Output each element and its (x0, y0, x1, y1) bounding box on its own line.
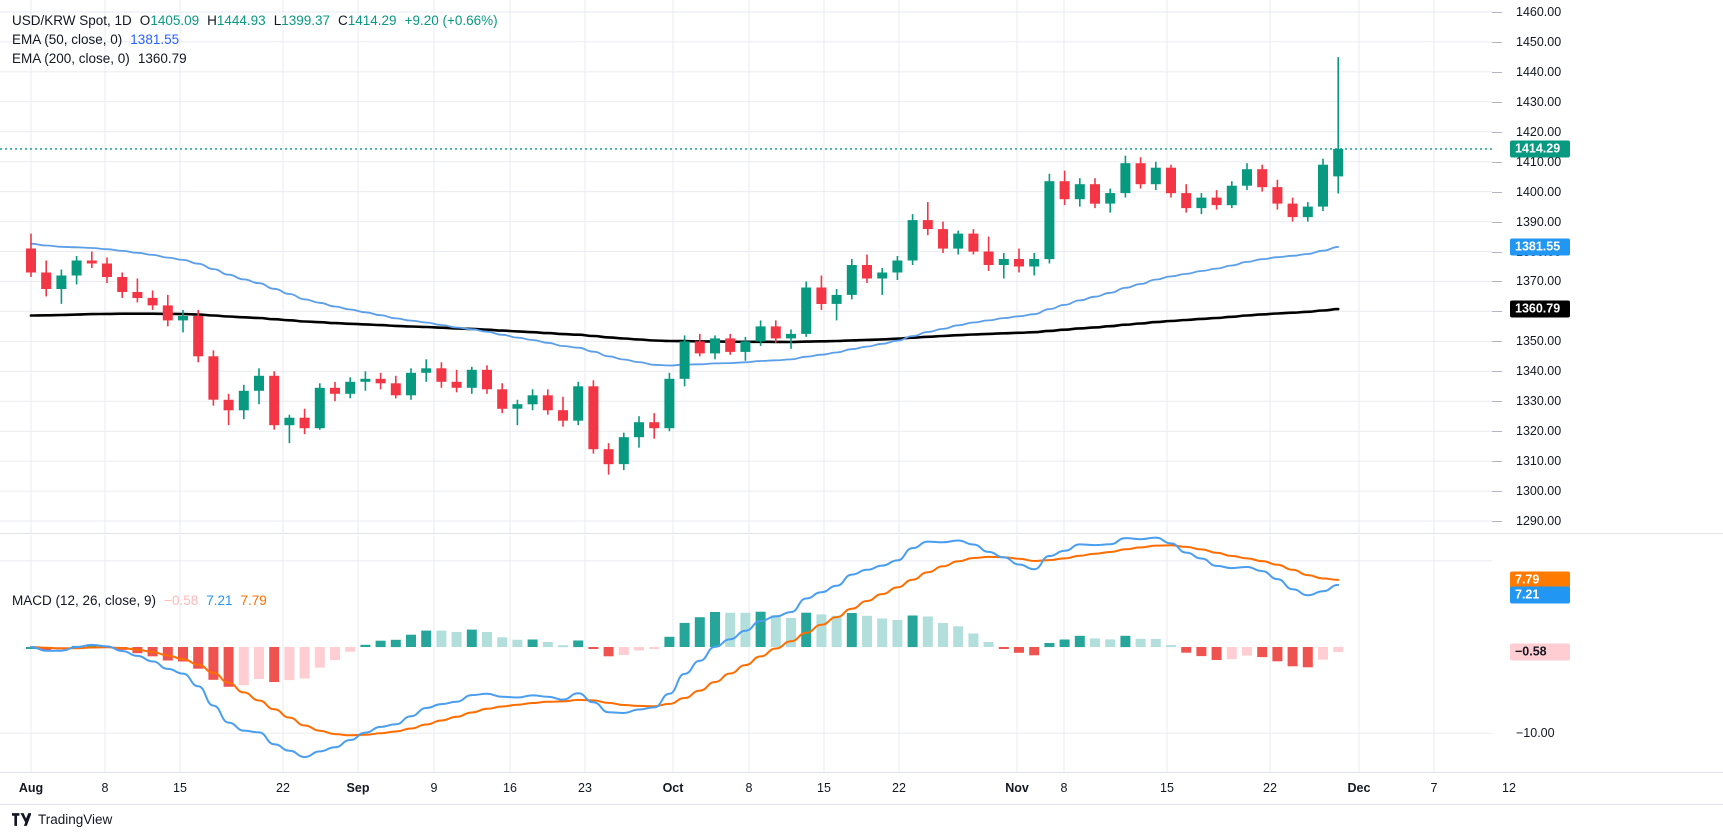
price-tick-mark (1492, 341, 1502, 343)
low-label: L (273, 13, 282, 28)
last-price-badge[interactable]: 1414.29 (1510, 140, 1570, 158)
price-tick-mark (1492, 371, 1502, 373)
price-tick-mark (1492, 401, 1502, 403)
close-value: 1414.29 (347, 13, 397, 28)
tradingview-logo[interactable]: TradingView (12, 812, 112, 827)
price-tick-label: 1310.00 (1516, 454, 1562, 469)
time-tick-label: 15 (817, 781, 831, 795)
macd-line-badge[interactable]: 7.21 (1510, 586, 1570, 604)
price-axis[interactable]: 1460.00 1450.00 1440.00 1430.00 1420.00 1410.… (1492, 0, 1723, 533)
price-tick-mark (1492, 191, 1502, 193)
open-label: O (139, 13, 151, 28)
time-tick-label: Oct (662, 781, 684, 795)
price-tick-mark (1492, 131, 1502, 133)
time-tick-label: Dec (1347, 781, 1371, 795)
chart-footer: TradingView (0, 804, 1723, 835)
low-value: 1399.37 (281, 13, 331, 28)
price-tick-mark (1492, 221, 1502, 223)
macd-signal-value: 7.79 (240, 593, 267, 608)
price-tick-mark (1492, 71, 1502, 73)
time-tick-label: 22 (892, 781, 906, 795)
macd-chart-svg (0, 535, 1492, 772)
macd-title: MACD (12, 26, close, 9) (12, 593, 157, 608)
pane-separator (0, 533, 1723, 534)
price-tick-label: 1340.00 (1516, 364, 1562, 379)
macd-axis[interactable]: −10.00 7.79 7.21 −0.58 (1492, 535, 1723, 772)
price-tick-label: 1330.00 (1516, 394, 1562, 409)
time-tick-label: Nov (1005, 781, 1029, 795)
time-tick-label: 16 (503, 781, 517, 795)
legend-row-ema50[interactable]: EMA (50, close, 0) 1381.55 (12, 30, 498, 49)
time-tick-label: 8 (101, 781, 109, 795)
macd-pane[interactable]: −10.00 7.79 7.21 −0.58 (0, 535, 1723, 772)
price-tick-mark (1492, 101, 1502, 103)
price-tick-label: 1450.00 (1516, 34, 1562, 49)
macd-plot-area[interactable] (0, 535, 1492, 772)
macd-signal-badge[interactable]: 7.79 (1510, 571, 1570, 589)
ema200-title: EMA (200, close, 0) (12, 51, 130, 66)
price-tick-label: 1440.00 (1516, 64, 1562, 79)
price-tick-label: 1320.00 (1516, 424, 1562, 439)
price-tick-mark (1492, 41, 1502, 43)
price-tick-mark (1492, 281, 1502, 283)
ema50-title: EMA (50, close, 0) (12, 32, 123, 47)
change-value: +9.20 (+0.66%) (404, 13, 498, 28)
ema200-price-badge[interactable]: 1360.79 (1510, 300, 1570, 318)
time-tick-label: 22 (276, 781, 290, 795)
price-chart-svg (0, 0, 1492, 533)
price-legend[interactable]: USD/KRW Spot, 1D O1405.09 H1444.93 L1399.37… (12, 11, 498, 68)
high-value: 1444.93 (216, 13, 266, 28)
price-pane[interactable]: 1460.00 1450.00 1440.00 1430.00 1420.00 1410.… (0, 0, 1723, 533)
price-tick-mark (1492, 461, 1502, 463)
price-tick-mark (1492, 491, 1502, 493)
price-tick-label: 1460.00 (1516, 4, 1562, 19)
time-tick-label: 8 (745, 781, 753, 795)
time-tick-label: 15 (173, 781, 187, 795)
price-tick-mark (1492, 251, 1502, 253)
macd-histogram-badge[interactable]: −0.58 (1510, 643, 1570, 661)
price-tick-mark (1492, 521, 1502, 523)
time-tick-label: 23 (578, 781, 592, 795)
price-tick-label: 1350.00 (1516, 334, 1562, 349)
time-tick-label: 12 (1502, 781, 1516, 795)
price-tick-mark (1492, 11, 1502, 13)
price-plot-area[interactable] (0, 0, 1492, 533)
time-tick-label: 15 (1160, 781, 1174, 795)
tradingview-logo-icon (12, 813, 31, 826)
price-tick-label: 1390.00 (1516, 214, 1562, 229)
price-tick-label: 1410.00 (1516, 154, 1562, 169)
macd-tick-label: −10.00 (1516, 726, 1555, 741)
price-tick-label: 1430.00 (1516, 94, 1562, 109)
tradingview-brand-text: TradingView (38, 812, 113, 827)
price-tick-label: 1420.00 (1516, 124, 1562, 139)
time-tick-label: 8 (1060, 781, 1068, 795)
price-tick-label: 1290.00 (1516, 514, 1562, 529)
time-axis[interactable]: Aug 8 15 22 Sep 9 16 23 Oct 8 15 22 Nov 8 15 22 Dec 7 12 (0, 772, 1723, 805)
ema200-value: 1360.79 (137, 51, 187, 66)
macd-line-value: 7.21 (206, 593, 233, 608)
price-tick-mark (1492, 311, 1502, 313)
time-tick-label: 9 (430, 781, 438, 795)
price-tick-mark (1492, 431, 1502, 433)
macd-histogram-value: −0.58 (164, 593, 199, 608)
price-tick-label: 1300.00 (1516, 484, 1562, 499)
time-tick-label: 7 (1430, 781, 1438, 795)
price-tick-label: 1400.00 (1516, 184, 1562, 199)
price-tick-mark (1492, 161, 1502, 163)
high-label: H (207, 13, 217, 28)
open-value: 1405.09 (150, 13, 200, 28)
legend-row-symbol[interactable]: USD/KRW Spot, 1D O1405.09 H1444.93 L1399.37… (12, 11, 498, 30)
macd-legend[interactable]: MACD (12, 26, close, 9) −0.58 7.21 7.79 (12, 591, 267, 610)
ema50-value: 1381.55 (130, 32, 180, 47)
legend-row-macd[interactable]: MACD (12, 26, close, 9) −0.58 7.21 7.79 (12, 591, 267, 610)
legend-row-ema200[interactable]: EMA (200, close, 0) 1360.79 (12, 49, 498, 68)
ema50-price-badge[interactable]: 1381.55 (1510, 238, 1570, 256)
time-tick-label: Aug (18, 781, 44, 795)
time-tick-label: Sep (346, 781, 370, 795)
time-tick-label: 22 (1263, 781, 1277, 795)
price-tick-label: 1370.00 (1516, 274, 1562, 289)
close-label: C (338, 13, 348, 28)
symbol-title: USD/KRW Spot, 1D (12, 13, 132, 28)
